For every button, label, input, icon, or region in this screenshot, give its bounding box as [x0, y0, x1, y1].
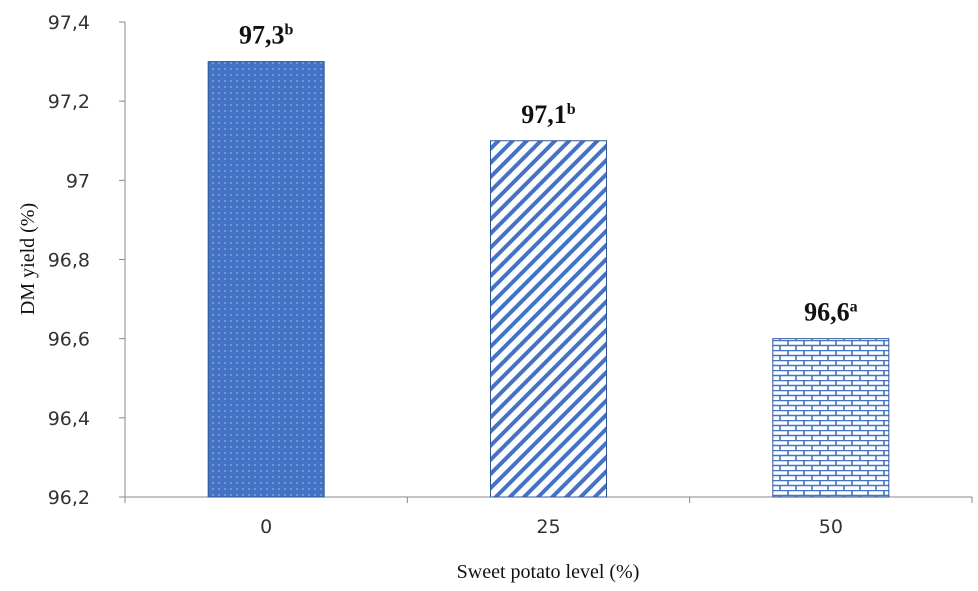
bar [207, 61, 325, 498]
x-category-label: 25 [536, 516, 560, 538]
bar-value-text: 97,1 [521, 100, 567, 129]
bar-value-text: 97,3 [239, 21, 285, 50]
bar-value-text: 96,6 [804, 298, 850, 327]
x-category-label: 0 [260, 516, 272, 538]
y-tick-label: 97 [66, 170, 90, 192]
bar-data-label: 97,3b [239, 21, 294, 50]
bar [490, 140, 607, 498]
y-axis-ticks: 96,2 96,4 96,6 96,8 97 97,2 97,4 [48, 12, 125, 509]
y-tick-label: 97,2 [48, 91, 90, 113]
y-tick-label: 96,2 [48, 487, 90, 509]
bar-significance-letter: b [567, 101, 576, 118]
bar-significance-letter: a [850, 299, 858, 316]
x-axis-title: Sweet potato level (%) [457, 561, 640, 583]
y-tick-label: 96,8 [48, 250, 90, 272]
y-axis-title: DM yield (%) [17, 203, 39, 315]
bar-data-label: 97,1b [521, 100, 576, 129]
x-axis-ticks: 0 25 50 [124, 497, 973, 538]
bars-group [207, 61, 890, 498]
x-category-label: 50 [819, 516, 843, 538]
bar-significance-letter: b [284, 22, 293, 39]
bar [772, 338, 890, 498]
y-tick-label: 96,4 [48, 408, 90, 430]
y-tick-label: 96,6 [48, 329, 90, 351]
y-tick-label: 97,4 [48, 12, 90, 34]
bar-data-label: 96,6a [804, 298, 858, 327]
